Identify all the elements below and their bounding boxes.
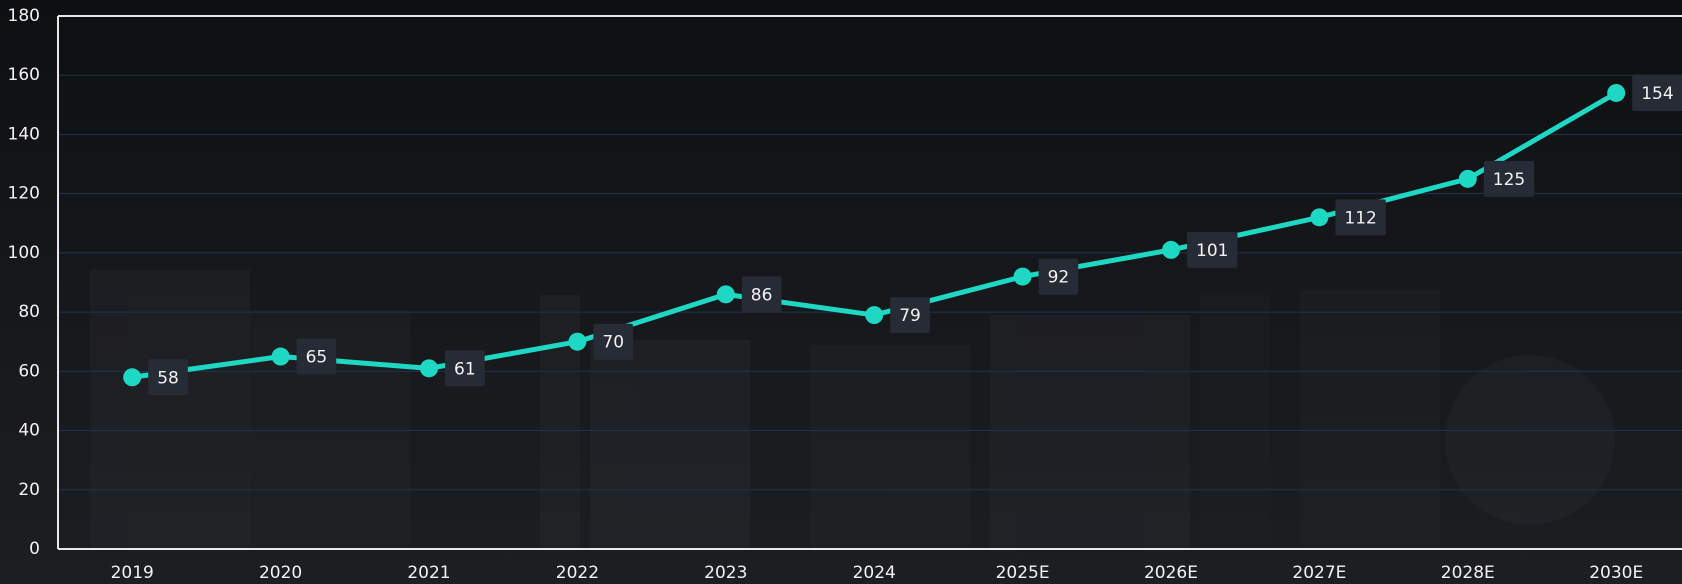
x-tick-label: 2024 [853,563,896,583]
data-label-text: 112 [1344,208,1376,228]
data-label-box [741,276,782,313]
y-tick-label: 100 [8,243,40,263]
x-tick-label: 2022 [556,563,599,583]
data-label-box [890,297,930,334]
data-label-box [1335,199,1386,236]
y-tick-label: 160 [8,65,40,85]
point [1310,208,1329,227]
y-tick-label: 180 [8,6,40,26]
y-tick-label: 0 [29,539,40,559]
data-label-box [593,323,634,360]
x-tick-label: 2020 [259,563,302,583]
data-label: 79 [890,297,930,334]
point [1013,267,1032,286]
x-tick-label: 2028E [1441,563,1495,583]
y-tick-label: 60 [18,361,40,381]
y-tick-label: 140 [8,124,40,144]
point [716,285,735,304]
data-label-box [445,350,485,387]
y-tick-label: 80 [18,302,40,322]
data-label-text: 79 [899,306,921,326]
data-label-box [148,359,188,396]
data-label-text: 86 [751,285,773,305]
data-label: 125 [1483,160,1535,197]
data-label-box [296,338,337,375]
data-label-text: 61 [454,359,476,379]
point [1162,240,1180,259]
y-tick-label: 120 [8,184,40,204]
data-label-box [1187,231,1238,268]
point [271,347,290,366]
data-label-text: 101 [1196,241,1228,261]
x-tick-label: 2019 [111,563,154,583]
data-label-text: 154 [1641,84,1673,104]
point [1458,169,1477,188]
data-label: 65 [296,338,337,375]
data-label-box [1632,74,1682,111]
data-label-text: 65 [306,348,328,368]
data-label-box [1483,160,1535,197]
y-tick-label: 40 [18,421,40,441]
data-label: 112 [1335,199,1386,236]
x-tick-label: 2027E [1292,563,1346,583]
point [568,332,587,351]
data-label-text: 125 [1493,170,1525,190]
x-tick-label: 2021 [407,563,450,583]
x-tick-label: 2030E [1589,563,1643,583]
data-label: 61 [445,350,485,387]
x-tick-label: 2023 [704,563,747,583]
data-label: 101 [1187,231,1238,268]
data-label: 70 [593,323,634,360]
data-label-text: 92 [1048,268,1070,288]
data-label: 92 [1038,258,1079,295]
data-label-box [1038,258,1079,295]
data-label: 86 [741,276,782,313]
point [123,368,142,387]
point [1607,83,1626,102]
x-tick-label: 2026E [1144,563,1198,583]
data-label: 58 [148,359,188,396]
data-label-text: 70 [602,333,624,353]
point [420,359,438,378]
data-label: 154 [1632,74,1682,111]
data-label-text: 58 [157,368,179,388]
y-tick-label: 20 [18,480,40,500]
point [865,306,884,325]
x-tick-label: 2025E [996,563,1050,583]
